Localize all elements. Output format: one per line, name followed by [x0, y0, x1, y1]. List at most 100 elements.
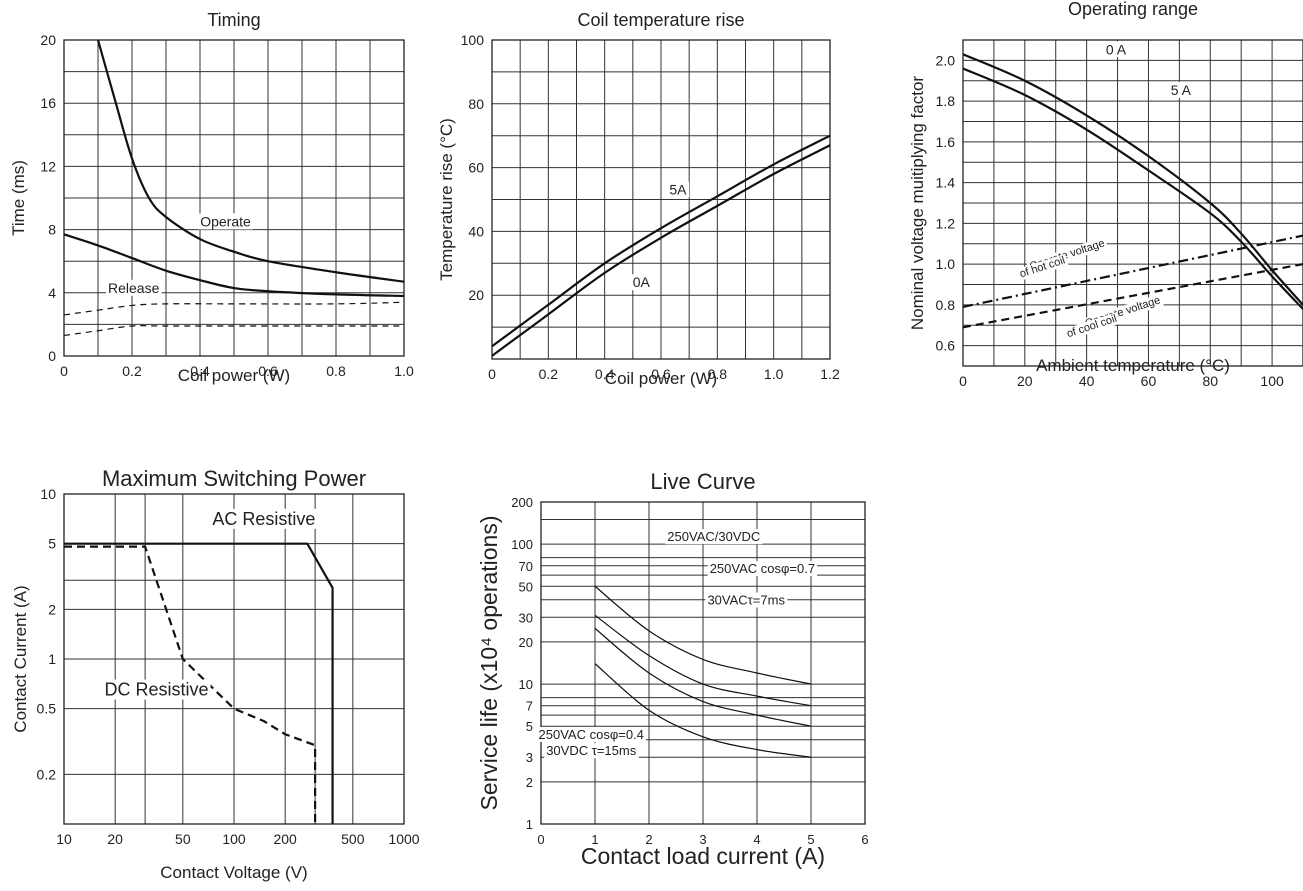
x-tick-label: 0 — [959, 373, 967, 389]
series-line-3 — [594, 627, 812, 727]
x-axis-label: Contact load current (A) — [581, 843, 825, 869]
series-line-3 — [963, 234, 1303, 308]
x-tick-label: 0.8 — [326, 363, 346, 379]
y-tick-label: 0 — [48, 348, 56, 364]
series-line-4 — [594, 663, 812, 758]
grid — [492, 40, 830, 359]
y-tick-label: 10 — [40, 486, 56, 502]
y-tick-label: 70 — [519, 559, 533, 574]
x-tick-label: 80 — [1202, 373, 1218, 389]
y-tick-label: 50 — [519, 579, 533, 594]
x-tick-label: 0 — [537, 832, 544, 847]
y-tick-label: 40 — [468, 223, 484, 239]
series-group — [963, 53, 1303, 329]
annotation-label: 250VAC cosφ=0.7 — [710, 561, 815, 576]
x-tick-label: 0.2 — [122, 363, 142, 379]
series-line-1 — [594, 585, 812, 685]
x-tick-label: 0.2 — [539, 366, 559, 382]
plot-frame — [491, 39, 831, 360]
y-tick-label: 12 — [40, 158, 56, 174]
y-tick-label: 2 — [526, 775, 533, 790]
y-axis-label: Contact Current (A) — [11, 585, 30, 732]
annotation-bg — [1016, 253, 1069, 281]
y-axis-label: Time (ms) — [9, 160, 28, 236]
y-tick-label: 80 — [468, 96, 484, 112]
chart-2: 0 0.2 0.4 0.6 0.8 1.0 1.2 20 40 60 80 100 Coil tempe… — [437, 10, 840, 388]
annotation-bg — [1168, 82, 1194, 99]
y-tick-label: 0.5 — [37, 701, 57, 717]
series-group — [64, 542, 334, 824]
grid — [541, 502, 865, 824]
x-tick-label: 100 — [1260, 373, 1284, 389]
x-tick-label: 1000 — [388, 831, 419, 847]
x-axis-label: Contact Voltage (V) — [160, 863, 307, 882]
annotation-bg — [630, 274, 653, 291]
annotation-bg — [210, 508, 318, 529]
annotation-label: Operate — [200, 213, 251, 229]
y-tick-label: 1.2 — [936, 215, 956, 231]
x-tick-label: 1.2 — [820, 366, 840, 382]
annotation-bg — [1103, 41, 1129, 58]
annotation-label: DC Resistive — [104, 680, 208, 700]
x-tick-label: 0.4 — [190, 363, 210, 379]
chart-title: Maximum Switching Power — [102, 466, 366, 491]
annotation-label: 5 A — [1171, 82, 1192, 98]
x-tick-label: 100 — [222, 831, 246, 847]
annotation-bg — [544, 743, 639, 759]
y-tick-label: 30 — [519, 610, 533, 625]
annotation-bg — [536, 726, 646, 742]
y-tick-label: 2 — [48, 601, 56, 617]
y-tick-label: 0.6 — [936, 338, 956, 354]
annotation-label: 250VAC/30VDC — [667, 529, 760, 544]
y-tick-label: 1.8 — [936, 93, 956, 109]
annotation-bg — [1063, 312, 1121, 341]
annotation-bg — [707, 561, 818, 577]
y-tick-label: 20 — [40, 32, 56, 48]
series-line-2 — [963, 67, 1303, 310]
annotation-label: Release — [108, 280, 160, 296]
x-tick-label: 0 — [488, 366, 496, 382]
annotation-label: 0 A — [1106, 41, 1127, 57]
x-tick-label: 0.6 — [651, 366, 671, 382]
x-tick-label: 40 — [1079, 373, 1095, 389]
y-tick-label: 20 — [468, 287, 484, 303]
y-tick-label: 5 — [526, 719, 533, 734]
x-tick-label: 500 — [341, 831, 365, 847]
y-axis-label: Nominal voltage muitiplying factor — [908, 76, 927, 331]
y-tick-label: 16 — [40, 95, 56, 111]
y-tick-label: 1.0 — [936, 256, 956, 272]
annotation-label: 250VAC cosφ=0.4 — [539, 727, 644, 742]
annotation-label: 0A — [633, 274, 651, 290]
y-tick-label: 2.0 — [936, 52, 956, 68]
x-tick-label: 0.6 — [258, 363, 278, 379]
annotation-bg — [705, 592, 788, 608]
y-tick-label: 4 — [48, 285, 56, 301]
y-tick-label: 60 — [468, 160, 484, 176]
x-tick-label: 3 — [699, 832, 706, 847]
x-tick-label: 20 — [1017, 373, 1033, 389]
annotation-label: 30VACτ=7ms — [707, 593, 785, 608]
series-line-1 — [96, 40, 404, 283]
x-tick-label: 200 — [273, 831, 297, 847]
x-tick-label: 10 — [56, 831, 72, 847]
y-tick-label: 1 — [526, 817, 533, 832]
x-tick-label: 1.0 — [764, 366, 784, 382]
chart-3: 0 20 40 60 80 100 0.6 0.8 1.0 1.2 1.4 1.6 1.8 2.0 Oper… — [908, 0, 1303, 389]
y-tick-label: 7 — [526, 699, 533, 714]
y-tick-label: 200 — [511, 495, 533, 510]
x-tick-label: 1 — [591, 832, 598, 847]
y-tick-label: 8 — [48, 222, 56, 238]
series-line-4 — [64, 325, 404, 337]
x-tick-label: 4 — [753, 832, 760, 847]
y-tick-label: 1.4 — [936, 175, 956, 191]
y-tick-label: 5 — [48, 536, 56, 552]
chart-4: 10 20 50 100 200 500 1000 0.2 0.5 1 2 5 10 Maximum Sw… — [11, 466, 420, 882]
series-line-1 — [963, 53, 1303, 306]
series-line-3 — [64, 301, 404, 316]
chart-title: Operating range — [1068, 0, 1198, 19]
x-tick-label: 50 — [175, 831, 191, 847]
y-tick-label: 20 — [519, 635, 533, 650]
x-tick-label: 0.4 — [595, 366, 615, 382]
y-tick-label: 10 — [519, 677, 533, 692]
